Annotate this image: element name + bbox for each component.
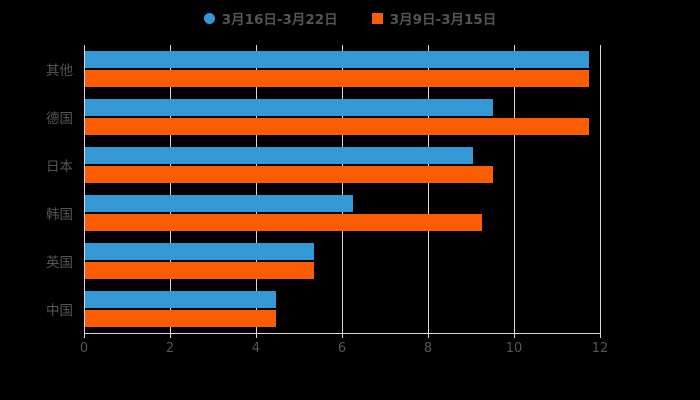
bar-series-b[interactable]: [85, 310, 276, 327]
x-tick-label: 8: [423, 341, 433, 356]
x-tick-mark: [256, 333, 257, 338]
chart-legend: 3月16日-3月22日 3月9日-3月15日: [0, 8, 700, 28]
bar-series-b[interactable]: [85, 214, 482, 231]
bar-series-a[interactable]: [85, 147, 474, 164]
x-tick-label: 4: [251, 341, 261, 356]
y-tick-label: 中国: [46, 303, 73, 319]
legend-item-series-b[interactable]: 3月9日-3月15日: [371, 8, 497, 28]
square-icon: [371, 12, 383, 24]
x-tick-label: 2: [165, 341, 175, 356]
bar-series-b[interactable]: [85, 262, 315, 279]
gridline: [256, 45, 257, 333]
bar-series-b[interactable]: [85, 118, 589, 135]
plot-area: 0 2 4 6 8 10 12 中国 英国 韩国 日本 德国 其他: [46, 45, 608, 356]
gridline: [342, 45, 343, 333]
x-tick-mark: [342, 333, 343, 338]
x-tick-label: 6: [337, 341, 347, 356]
bar-series-a[interactable]: [85, 195, 353, 212]
legend-label-series-b: 3月9日-3月15日: [389, 12, 497, 28]
x-tick-label: 10: [505, 341, 523, 356]
x-tick-label: 12: [591, 341, 609, 356]
gridline: [600, 45, 601, 333]
x-tick-mark: [428, 333, 429, 338]
y-tick-label: 德国: [46, 111, 73, 127]
category-row: 中国: [46, 285, 600, 333]
y-axis-line: [84, 45, 85, 333]
x-tick-mark: [170, 333, 171, 338]
y-tick-label: 英国: [46, 255, 73, 271]
gridline: [514, 45, 515, 333]
y-tick-label: 其他: [46, 63, 73, 79]
category-row: 韩国: [46, 189, 600, 237]
bar-series-a[interactable]: [85, 51, 589, 68]
bar-series-a[interactable]: [85, 291, 276, 308]
bar-series-a[interactable]: [85, 99, 493, 116]
x-tick-mark: [600, 333, 601, 338]
x-tick-label: 0: [79, 341, 89, 356]
x-tick-mark: [514, 333, 515, 338]
legend-label-series-a: 3月16日-3月22日: [221, 12, 338, 28]
bar-series-b[interactable]: [85, 70, 589, 87]
gridline: [428, 45, 429, 333]
circle-icon: [203, 12, 215, 24]
category-row: 德国: [46, 93, 600, 141]
gridline: [170, 45, 171, 333]
category-row: 英国: [46, 237, 600, 285]
category-row: 日本: [46, 141, 600, 189]
y-tick-label: 韩国: [46, 207, 73, 223]
y-tick-label: 日本: [46, 159, 73, 175]
bar-series-a[interactable]: [85, 243, 315, 260]
x-tick-mark: [84, 333, 85, 338]
category-row: 其他: [46, 45, 600, 93]
bar-series-b[interactable]: [85, 166, 493, 183]
legend-item-series-a[interactable]: 3月16日-3月22日: [203, 8, 338, 28]
